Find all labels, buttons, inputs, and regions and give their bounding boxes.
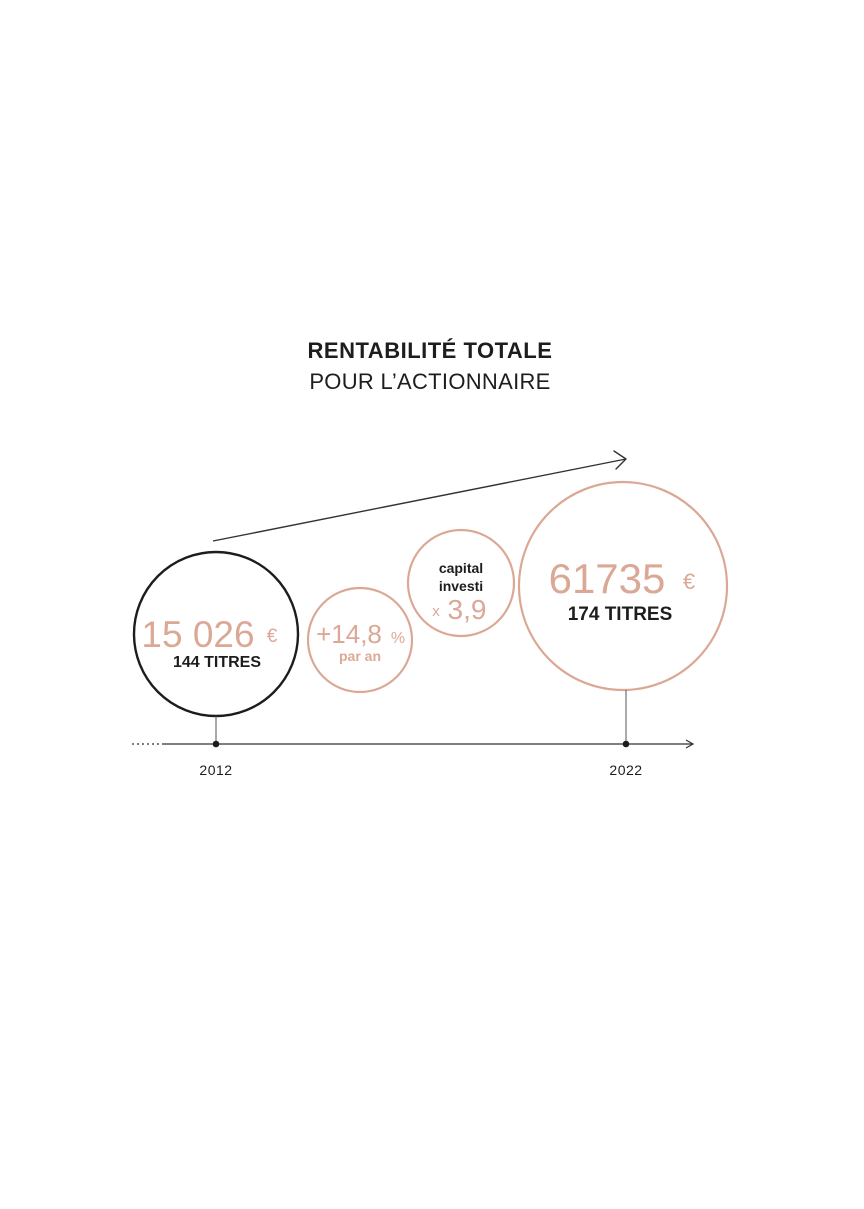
end-shares: 174 TITRES: [568, 604, 673, 625]
timeline-arrowhead: [685, 739, 695, 749]
end-circle: [517, 480, 729, 692]
multiplier-line-1: capital: [439, 560, 483, 576]
growth-caption: par an: [339, 648, 381, 664]
start-amount: 15 026: [141, 614, 254, 655]
end-value-bubble: 61735 € 174 TITRES: [517, 480, 729, 692]
start-amount-value: 15 026: [141, 614, 254, 655]
growth-unit: %: [391, 630, 405, 647]
start-dot: [212, 740, 220, 748]
end-dot: [622, 740, 630, 748]
growth-rate-bubble: +14,8 % par an: [306, 586, 414, 694]
end-currency: €: [683, 569, 695, 594]
multiplier-circle: [406, 528, 516, 638]
start-currency: €: [267, 626, 278, 647]
title-line-1: RENTABILITÉ TOTALE: [308, 338, 553, 363]
start-year: 2012: [199, 762, 232, 778]
title-line-2: POUR L’ACTIONNAIRE: [309, 369, 550, 394]
end-year: 2022: [609, 762, 642, 778]
timeline: [132, 739, 695, 749]
multiplier-line-2: investi: [439, 578, 483, 594]
multiplier-prefix: x: [432, 603, 440, 620]
start-shares: 144 TITRES: [173, 654, 261, 671]
growth-value: +14,8: [316, 619, 382, 649]
start-value-bubble: 15 026 € 144 TITRES: [132, 550, 300, 718]
growth-circle: [306, 586, 414, 694]
capital-multiplier-bubble: capital investi x 3,9: [406, 528, 516, 638]
multiplier-value: 3,9: [448, 594, 487, 625]
trend-arrow: [212, 450, 627, 542]
end-amount: 61735: [549, 555, 666, 602]
